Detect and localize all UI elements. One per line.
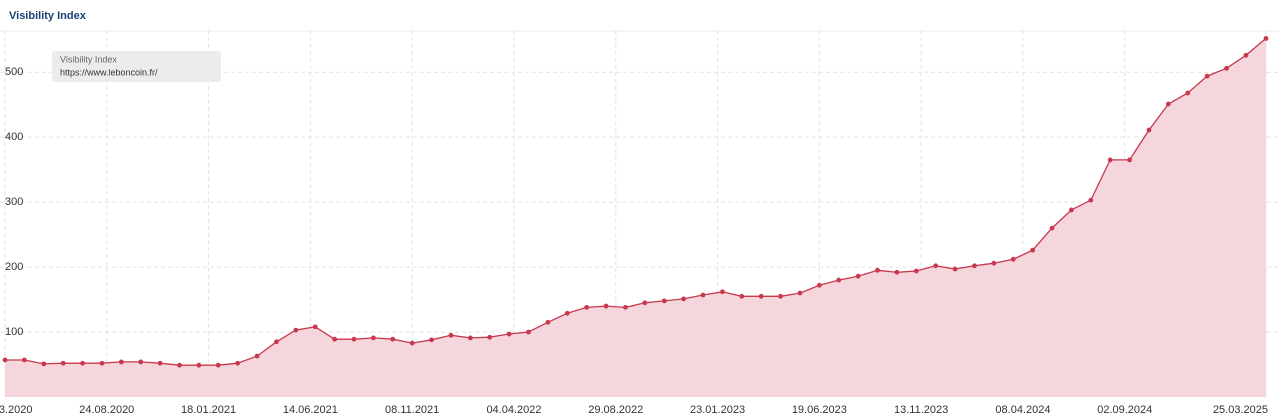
- data-point: [661, 298, 667, 304]
- data-point: [1263, 36, 1269, 41]
- x-tick-label: 08.11.2021: [385, 404, 439, 416]
- data-point: [21, 357, 27, 363]
- data-point: [797, 290, 803, 296]
- data-point: [351, 336, 357, 342]
- data-point: [41, 361, 47, 367]
- data-point: [138, 359, 144, 365]
- area: [5, 38, 1266, 398]
- x-tick-label: 18.01.2021: [181, 404, 236, 416]
- data-point: [972, 263, 977, 269]
- data-point: [60, 360, 66, 366]
- x-tick-label: 14.06.2021: [283, 404, 338, 416]
- x-tick-label: 24.08.2020: [79, 404, 134, 416]
- data-point: [274, 339, 279, 345]
- grid: 100 200 300 400 500 30.03.2020 24.08.2020 18.01…: [0, 30, 1280, 416]
- x-tick-label: 23.01.2023: [690, 404, 745, 416]
- data-point: [991, 260, 997, 266]
- data-point: [157, 360, 163, 366]
- data-point: [778, 293, 783, 299]
- data-point: [177, 362, 182, 368]
- data-point: [332, 336, 338, 342]
- data-point: [1146, 127, 1152, 133]
- data-point: [1204, 73, 1210, 79]
- y-tick-label: 500: [5, 66, 23, 78]
- x-tick-label: 25.03.2025: [1213, 404, 1268, 416]
- plot: [2, 36, 1269, 398]
- data-point: [196, 362, 202, 368]
- data-point: [526, 329, 531, 335]
- data-point: [894, 269, 900, 275]
- data-point: [215, 362, 221, 368]
- x-tick-label: 02.09.2024: [1097, 404, 1152, 416]
- data-point: [1127, 157, 1132, 163]
- data-point: [409, 340, 415, 346]
- data-point: [312, 324, 318, 330]
- data-point: [1224, 65, 1229, 71]
- x-tick-label: 13.11.2023: [894, 404, 948, 416]
- data-point: [1185, 90, 1191, 96]
- data-point: [429, 337, 434, 343]
- data-point: [933, 263, 939, 269]
- data-point: [467, 335, 473, 341]
- data-point: [603, 303, 609, 309]
- data-point: [448, 332, 454, 338]
- data-point: [506, 331, 512, 337]
- data-point: [293, 327, 299, 333]
- data-point: [1069, 207, 1074, 213]
- y-tick-label: 200: [5, 261, 23, 273]
- data-point: [720, 289, 725, 295]
- data-point: [235, 360, 241, 366]
- x-tick-label: 04.04.2022: [486, 404, 541, 416]
- legend-label: https://www.leboncoin.fr/: [60, 67, 158, 77]
- data-point: [487, 334, 493, 340]
- y-tick-label: 400: [5, 131, 23, 143]
- data-point: [642, 300, 648, 306]
- data-point: [816, 282, 822, 288]
- legend-box: [52, 51, 221, 82]
- data-point: [758, 293, 764, 299]
- data-point: [99, 360, 105, 366]
- data-point: [564, 310, 570, 316]
- x-tick-label: 19.06.2023: [792, 404, 847, 416]
- x-tick-label: 29.08.2022: [588, 404, 643, 416]
- data-point: [1030, 247, 1036, 253]
- data-point: [623, 304, 628, 310]
- data-point: [913, 268, 919, 274]
- data-point: [836, 277, 842, 283]
- chart-title: Visibility Index: [9, 10, 87, 22]
- y-tick-label: 100: [5, 326, 23, 338]
- data-point: [370, 335, 376, 341]
- data-point: [254, 353, 260, 359]
- data-point: [1088, 197, 1094, 203]
- data-point: [1107, 157, 1113, 163]
- data-point: [681, 296, 687, 302]
- x-tick-label: 30.03.2020: [0, 404, 33, 416]
- data-point: [1010, 256, 1016, 262]
- data-point: [1165, 101, 1171, 107]
- data-point: [875, 267, 880, 273]
- data-point: [855, 273, 861, 279]
- line: [5, 37, 1267, 366]
- data-point: [2, 357, 8, 363]
- data-point: [739, 293, 745, 299]
- data-point: [1243, 52, 1249, 58]
- data-point: [390, 336, 396, 342]
- y-tick-label: 300: [5, 196, 23, 208]
- x-tick-label: 08.04.2024: [995, 404, 1050, 416]
- data-point: [118, 359, 124, 365]
- data-point: [1049, 225, 1055, 231]
- data-point: [952, 266, 958, 272]
- data-point: [80, 360, 85, 366]
- data-point: [545, 319, 551, 325]
- data-point: [584, 304, 590, 310]
- data-point: [700, 292, 706, 298]
- legend-title: Visibility Index: [60, 54, 117, 64]
